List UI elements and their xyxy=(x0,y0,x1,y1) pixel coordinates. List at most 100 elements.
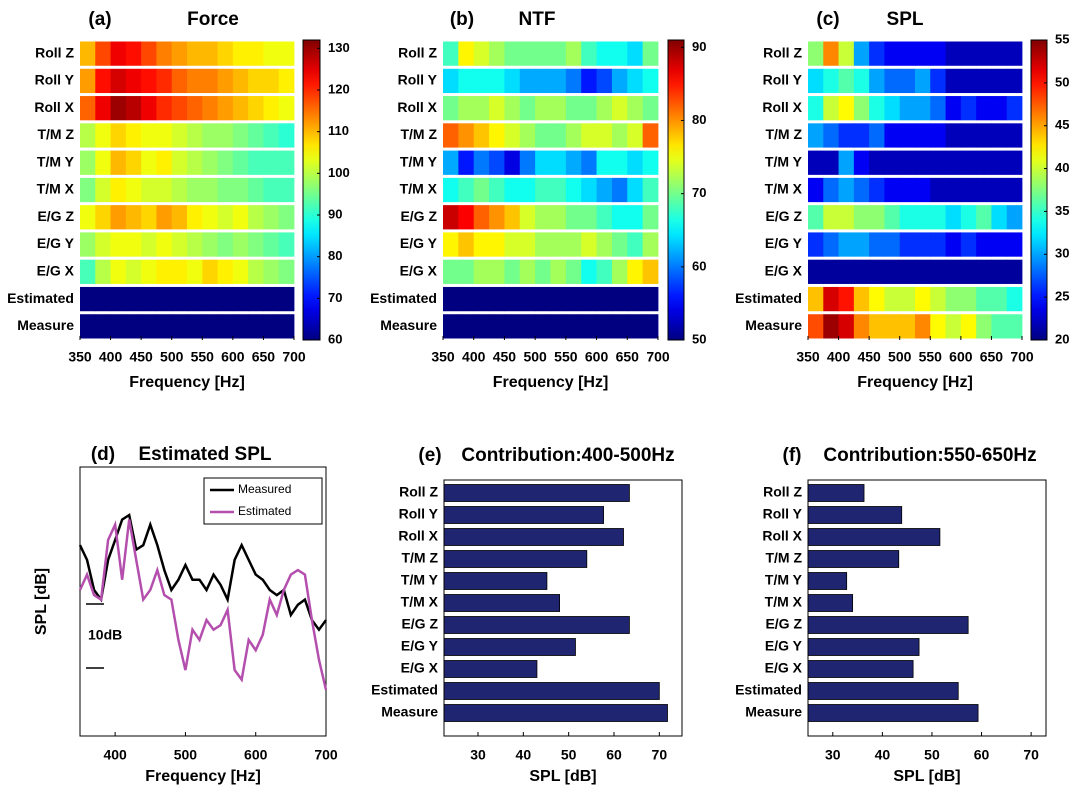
row-label: Roll Y xyxy=(398,72,438,88)
heatmap-cell xyxy=(489,314,505,339)
x-axis-label: SPL [dB] xyxy=(529,768,596,785)
heatmap-cell xyxy=(823,232,839,257)
heatmap-cell xyxy=(823,123,839,148)
heatmap-cell xyxy=(808,259,824,284)
heatmap-cell xyxy=(808,41,824,66)
heatmap-cell xyxy=(869,41,885,66)
heatmap-cell xyxy=(550,96,567,121)
heatmap-cell xyxy=(443,177,459,203)
heatmap-cell xyxy=(80,314,96,339)
heatmap-cell xyxy=(156,150,173,175)
heatmap-cell xyxy=(915,150,931,175)
bar xyxy=(443,572,548,590)
heatmap-cell xyxy=(278,123,295,148)
y-tick-label: T/M Z xyxy=(765,550,802,566)
heatmap-cell xyxy=(95,286,111,312)
heatmap-cell xyxy=(642,205,659,230)
heatmap-cell xyxy=(869,68,885,94)
heatmap-cell xyxy=(869,232,885,257)
x-axis-label: Frequency [Hz] xyxy=(493,374,609,391)
heatmap-cell xyxy=(535,177,551,203)
heatmap-cell xyxy=(627,286,644,312)
heatmap-cell xyxy=(976,150,992,175)
heatmap-cell xyxy=(473,314,490,339)
heatmap-cell xyxy=(853,150,870,175)
panel-label: (e) xyxy=(418,445,441,466)
heatmap-cell xyxy=(217,150,234,175)
colorbar xyxy=(302,39,321,341)
heatmap-cell xyxy=(915,205,931,230)
x-tick-label: 400 xyxy=(462,349,486,365)
heatmap-cell xyxy=(581,259,597,284)
line-series xyxy=(78,513,328,632)
heatmap-cell xyxy=(565,232,582,257)
heatmap-cell xyxy=(642,177,659,203)
y-tick-label: E/G Y xyxy=(765,638,803,654)
x-tick-label: 450 xyxy=(129,349,153,365)
heatmap-cell xyxy=(565,259,582,284)
y-tick-label: T/M Y xyxy=(765,572,803,588)
row-label: Roll X xyxy=(34,99,74,115)
heatmap-cell xyxy=(976,41,992,66)
heatmap-cell xyxy=(535,314,551,339)
heatmap-cell xyxy=(976,177,992,203)
heatmap-cell xyxy=(642,68,659,94)
heatmap-cell xyxy=(263,177,280,203)
heatmap-cell xyxy=(80,41,96,66)
heatmap-cell xyxy=(1006,123,1023,148)
heatmap-cell xyxy=(489,205,505,230)
heatmap-cell xyxy=(535,150,551,175)
heatmap-cell xyxy=(1006,96,1023,121)
heatmap-cell xyxy=(263,68,280,94)
heatmap-cell xyxy=(838,259,855,284)
y-tick-label: T/M Y xyxy=(401,572,439,588)
heatmap-cell xyxy=(838,205,855,230)
heatmap-cell xyxy=(156,41,173,66)
heatmap-cell xyxy=(899,259,916,284)
heatmap-cell xyxy=(187,232,203,257)
heatmap-cell xyxy=(110,205,127,230)
heatmap-cell xyxy=(141,177,157,203)
y-tick-label: Roll Y xyxy=(763,506,803,522)
heatmap-cell xyxy=(976,286,992,312)
heatmap-cell xyxy=(110,68,127,94)
heatmap-cell xyxy=(141,68,157,94)
x-axis-label: Frequency [Hz] xyxy=(145,768,261,785)
heatmap-cell xyxy=(930,41,946,66)
heatmap-cell xyxy=(110,177,127,203)
heatmap-cell xyxy=(1006,177,1023,203)
bar xyxy=(807,484,865,502)
heatmap-cell xyxy=(95,232,111,257)
heatmap-cell xyxy=(550,123,567,148)
heatmap-cell xyxy=(95,123,111,148)
heatmap-cell xyxy=(853,232,870,257)
row-label: Roll Z xyxy=(398,44,437,60)
heatmap-cell xyxy=(248,232,264,257)
heatmap-cell xyxy=(217,68,234,94)
heatmap-cell xyxy=(110,286,127,312)
heatmap-cell xyxy=(156,232,173,257)
heatmap-cell xyxy=(611,232,628,257)
panel-label: (d) xyxy=(91,444,115,465)
heatmap-cell xyxy=(125,123,142,148)
heatmap-cell xyxy=(248,177,264,203)
heatmap-cell xyxy=(248,123,264,148)
heatmap-cell xyxy=(443,259,459,284)
colorbar xyxy=(667,39,685,341)
heatmap-cell xyxy=(156,177,173,203)
heatmap-cell xyxy=(80,259,96,284)
heatmap-cell xyxy=(884,286,901,312)
heatmap-cell xyxy=(565,96,582,121)
heatmap-cell xyxy=(504,232,521,257)
x-tick-label: 400 xyxy=(827,349,851,365)
heatmap-cell xyxy=(217,314,234,339)
heatmap-cell xyxy=(489,68,505,94)
bar xyxy=(443,528,624,546)
heatmap-cell xyxy=(642,232,659,257)
x-axis-label: Frequency [Hz] xyxy=(129,374,245,391)
heatmap-cell xyxy=(853,68,870,94)
heatmap-cell xyxy=(504,259,521,284)
bar xyxy=(807,704,979,722)
heatmap-cell xyxy=(945,41,962,66)
